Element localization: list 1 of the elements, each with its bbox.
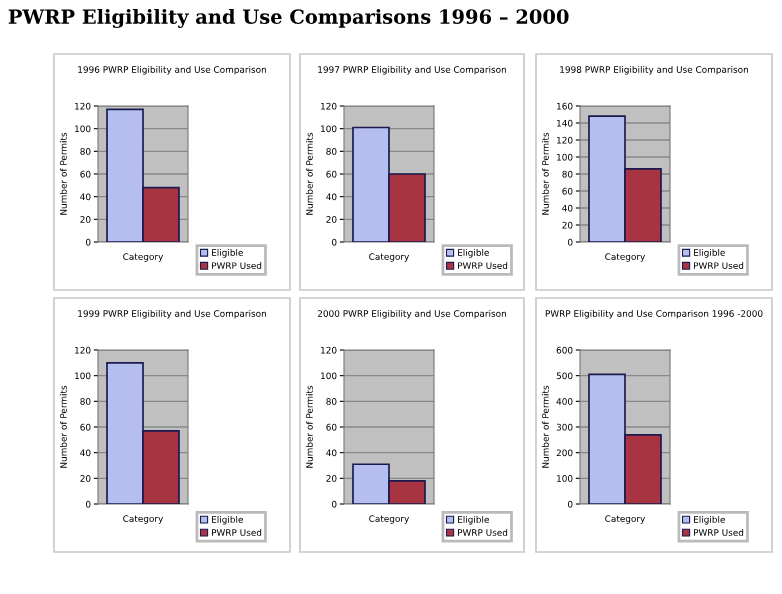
text: PWRP Eligibility and Use Comparisons 1996 – 2000 xyxy=(8,8,569,29)
